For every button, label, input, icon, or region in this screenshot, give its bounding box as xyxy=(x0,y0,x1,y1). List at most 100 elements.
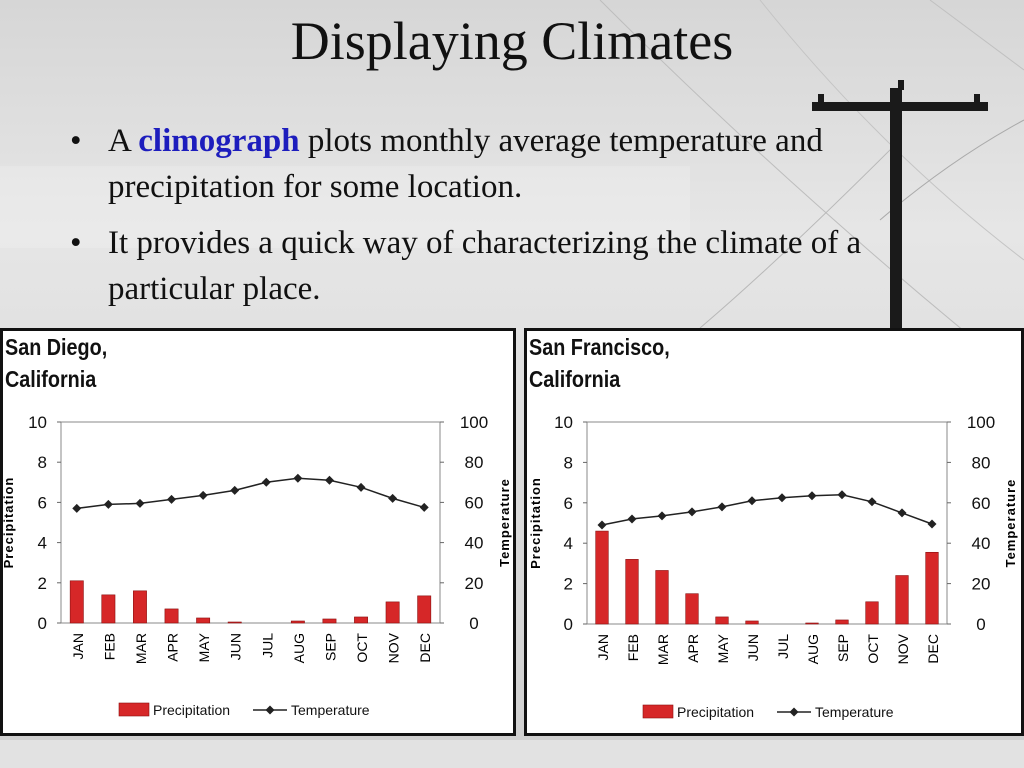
temperature-point xyxy=(717,502,727,512)
y-tick-label: 4 xyxy=(564,534,573,553)
temperature-point xyxy=(356,482,366,492)
precipitation-bar xyxy=(595,530,609,625)
temperature-point xyxy=(103,499,113,509)
temperature-point xyxy=(135,498,145,508)
precipitation-bar xyxy=(417,595,432,624)
temperature-point xyxy=(747,496,757,506)
precipitation-bar xyxy=(227,621,242,624)
temperature-point xyxy=(777,493,787,503)
y-tick-label: 2 xyxy=(38,574,47,593)
temperature-point xyxy=(927,519,937,529)
precipitation-bar xyxy=(895,575,909,625)
y-axis-label: Precipitation xyxy=(528,477,543,569)
bullet-item: • A climograph plots monthly average tem… xyxy=(70,118,950,210)
precipitation-bar xyxy=(715,616,729,625)
precipitation-bar xyxy=(805,622,819,625)
y2-tick-label: 100 xyxy=(967,413,995,432)
y-tick-label: 8 xyxy=(38,453,47,472)
precipitation-bar xyxy=(685,593,699,625)
x-tick-label: NOV xyxy=(386,632,402,663)
y-tick-label: 10 xyxy=(554,413,573,432)
precipitation-bar xyxy=(835,619,849,625)
precipitation-bar xyxy=(322,618,337,624)
keyword-climograph: climograph xyxy=(138,123,300,159)
y-axis-label: Precipitation xyxy=(3,477,16,569)
climograph-san-francisco: San Francisco, California 0 2 4 6 8 10 0 20 40 60 8… xyxy=(524,328,1024,736)
y2-axis-label: Temperature xyxy=(1003,479,1018,568)
temperature-point xyxy=(72,503,82,513)
x-tick-label: MAR xyxy=(655,634,671,665)
y2-tick-label: 40 xyxy=(465,534,484,553)
x-tick-label: SEP xyxy=(835,634,851,662)
y2-tick-label: 0 xyxy=(469,614,478,633)
y2-tick-label: 80 xyxy=(465,453,484,472)
x-tick-label: NOV xyxy=(895,633,911,664)
x-tick-label: OCT xyxy=(865,634,881,664)
x-tick-label: MAY xyxy=(715,633,731,663)
y2-tick-label: 60 xyxy=(972,494,991,513)
temperature-point xyxy=(167,494,177,504)
x-tick-label: MAR xyxy=(133,633,149,664)
temperature-point xyxy=(261,477,271,487)
precipitation-bar xyxy=(196,617,211,624)
x-tick-label: DEC xyxy=(925,634,941,664)
y2-tick-label: 0 xyxy=(976,615,985,634)
legend-temperature-label: Temperature xyxy=(291,702,370,718)
x-tick-label: DEC xyxy=(417,633,433,663)
temperature-line xyxy=(601,493,933,526)
temperature-point xyxy=(687,507,697,517)
bullet-glyph: • xyxy=(70,225,82,261)
bullet-list: • A climograph plots monthly average tem… xyxy=(70,118,950,322)
x-tick-label: APR xyxy=(165,633,181,662)
temperature-point xyxy=(230,485,240,495)
temperature-point xyxy=(627,514,637,524)
x-tick-label: OCT xyxy=(354,633,370,663)
x-tick-label: JAN xyxy=(70,633,86,659)
temperature-point xyxy=(807,491,817,501)
y2-tick-label: 20 xyxy=(972,575,991,594)
precipitation-bar xyxy=(101,594,116,624)
y2-tick-label: 80 xyxy=(972,453,991,472)
y-tick-label: 2 xyxy=(564,575,573,594)
precipitation-bar xyxy=(745,620,759,625)
x-tick-label: FEB xyxy=(101,633,117,660)
plot-area xyxy=(586,421,948,625)
chart-title-line1: San Francisco, xyxy=(529,334,670,360)
y-tick-label: 6 xyxy=(564,494,573,513)
temperature-point xyxy=(597,520,607,530)
precipitation-bar xyxy=(354,616,368,624)
temperature-point xyxy=(897,508,907,518)
precipitation-bar xyxy=(385,601,400,624)
x-tick-label: JUN xyxy=(228,633,244,660)
climograph-san-diego: San Diego, California 0 2 4 6 8 10 0 20 40 60 80 100… xyxy=(0,328,516,736)
precipitation-bar xyxy=(69,580,84,624)
y2-tick-label: 60 xyxy=(465,493,484,512)
y2-tick-label: 20 xyxy=(465,574,484,593)
legend-precipitation-label: Precipitation xyxy=(153,702,230,718)
legend-precipitation-swatch xyxy=(642,704,674,719)
y-tick-label: 6 xyxy=(38,493,47,512)
y-tick-label: 0 xyxy=(564,615,573,634)
bullet-text-post: plots monthly average temperature and pr… xyxy=(108,123,823,205)
x-tick-label: JUN xyxy=(745,634,761,661)
y-tick-label: 10 xyxy=(28,413,47,432)
bullet-text: It provides a quick way of characterizin… xyxy=(108,225,862,307)
chart-title-line1: San Diego, xyxy=(5,334,108,360)
x-tick-label: FEB xyxy=(625,634,641,661)
temperature-point xyxy=(867,497,877,507)
temperature-point xyxy=(837,490,847,500)
precipitation-bar xyxy=(655,570,669,625)
temperature-point xyxy=(324,475,334,485)
chart-title-line2: California xyxy=(5,366,97,392)
x-tick-label: SEP xyxy=(322,633,338,661)
chart-title: San Francisco, California xyxy=(529,331,670,395)
precipitation-bar xyxy=(865,601,879,625)
x-tick-label: AUG xyxy=(291,633,307,663)
legend-precipitation-swatch xyxy=(118,702,150,717)
bullet-item: • It provides a quick way of characteriz… xyxy=(70,220,950,312)
x-tick-label: MAY xyxy=(196,632,212,662)
precipitation-bar xyxy=(164,608,179,624)
